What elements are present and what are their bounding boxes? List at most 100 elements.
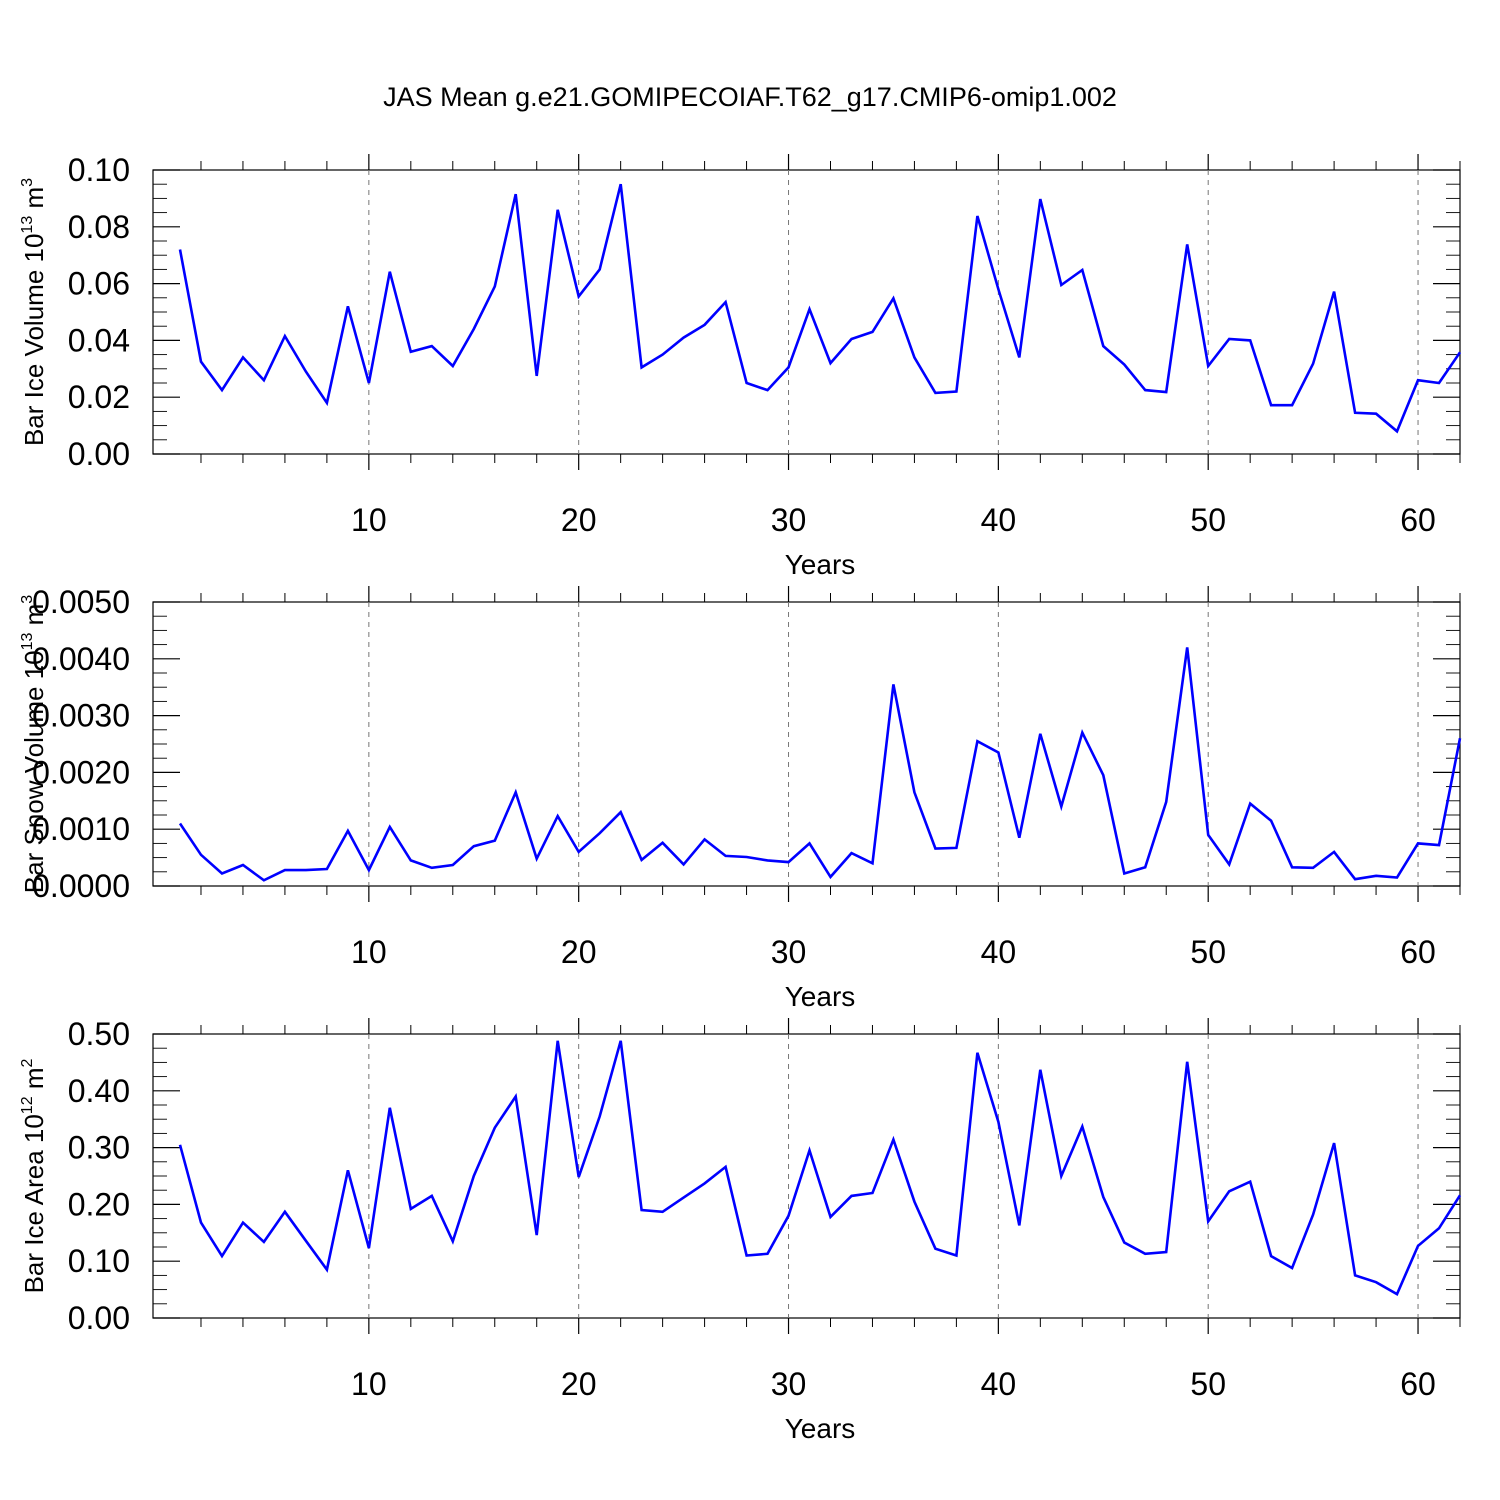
data-points — [178, 1039, 1462, 1296]
data-point — [1353, 1273, 1357, 1277]
data-point — [199, 853, 203, 857]
x-tick-label: 40 — [981, 1366, 1017, 1402]
y-axis-label-unit-exponent: 3 — [19, 595, 36, 604]
y-tick-label: 0.50 — [68, 1016, 130, 1052]
x-tick-label: 10 — [351, 502, 387, 538]
data-point — [828, 1215, 832, 1219]
data-point — [514, 1094, 518, 1098]
data-point — [1395, 875, 1399, 879]
series-line — [178, 1040, 1462, 1296]
data-point — [577, 1175, 581, 1179]
data-point — [745, 381, 749, 385]
data-point — [1374, 1280, 1378, 1284]
x-minor-ticks — [200, 593, 1461, 895]
data-point — [933, 1247, 937, 1251]
data-point — [891, 296, 895, 300]
data-point — [220, 1254, 224, 1258]
data-point — [1311, 1213, 1315, 1217]
data-point — [1038, 197, 1042, 201]
data-point — [409, 1207, 413, 1211]
data-point — [1206, 1219, 1210, 1223]
data-point — [808, 307, 812, 311]
data-point — [724, 854, 728, 858]
data-point — [1017, 1223, 1021, 1227]
data-point — [1185, 1060, 1189, 1064]
data-point — [954, 390, 958, 394]
x-grid — [368, 154, 1419, 470]
data-point — [1143, 865, 1147, 869]
data-point — [891, 1138, 895, 1142]
data-point — [430, 344, 434, 348]
x-tick-labels: 10 20 30 40 50 60 — [351, 934, 1436, 970]
data-point — [933, 391, 937, 395]
data-point — [912, 790, 916, 794]
y-tick-labels: 0.00 0.10 0.20 0.30 0.40 0.50 — [68, 1016, 130, 1336]
data-point — [514, 192, 518, 196]
data-point — [472, 327, 476, 331]
data-point — [828, 361, 832, 365]
data-point — [1416, 1244, 1420, 1248]
data-point — [996, 1120, 1000, 1124]
y-ticks — [153, 169, 1460, 455]
data-point — [430, 866, 434, 870]
y-tick-labels: 0.0000 0.0010 0.0020 0.0030 0.0040 0.0050 — [32, 584, 130, 904]
data-point — [703, 837, 707, 841]
y-tick-labels: 0.00 0.02 0.04 0.06 0.08 0.10 — [68, 152, 130, 472]
data-point — [766, 388, 770, 392]
y-axis-label-text: Bar Ice Volume 10 — [19, 234, 49, 446]
data-point — [178, 822, 182, 826]
y-tick-label: 0.10 — [68, 1243, 130, 1279]
panel-3: 10 20 30 40 50 60 0.00 0.10 0.20 0.30 0.40 0.50 Bar … — [19, 1016, 1462, 1444]
data-point — [1017, 355, 1021, 359]
data-point — [1143, 1252, 1147, 1256]
y-axis-label-unit-exponent: 3 — [19, 178, 36, 187]
data-point — [1290, 403, 1294, 407]
y-tick-label: 0.02 — [68, 379, 130, 415]
data-point — [1080, 731, 1084, 735]
figure-title: JAS Mean g.e21.GOMIPECOIAF.T62_g17.CMIP6… — [383, 82, 1117, 112]
data-point — [1059, 283, 1063, 287]
data-point — [283, 334, 287, 338]
data-point — [577, 294, 581, 298]
data-point — [598, 267, 602, 271]
data-point — [1101, 1195, 1105, 1199]
data-point — [1017, 836, 1021, 840]
x-tick-label: 30 — [771, 1366, 807, 1402]
data-point — [367, 868, 371, 872]
data-point — [1269, 819, 1273, 823]
y-axis-label-exponent: 13 — [19, 216, 36, 234]
data-point — [661, 841, 665, 845]
x-tick-label: 30 — [771, 502, 807, 538]
y-tick-label: 0.04 — [68, 322, 130, 358]
data-point — [451, 364, 455, 368]
data-point — [682, 1196, 686, 1200]
data-point — [1185, 645, 1189, 649]
data-point — [870, 1191, 874, 1195]
data-point — [199, 1221, 203, 1225]
data-point — [1374, 874, 1378, 878]
data-point — [828, 875, 832, 879]
data-point — [367, 381, 371, 385]
data-point — [787, 1214, 791, 1218]
x-tick-label: 10 — [351, 1366, 387, 1402]
y-axis-label: Bar Snow Volume 1013 m3 — [19, 595, 49, 894]
data-point — [556, 1039, 560, 1043]
data-point — [367, 1246, 371, 1250]
y-axis-label-exponent: 12 — [19, 1096, 36, 1114]
x-tick-labels: 10 20 30 40 50 60 — [351, 502, 1436, 538]
data-point — [619, 1039, 623, 1043]
data-points — [178, 182, 1462, 433]
data-point — [1038, 1068, 1042, 1072]
data-point — [975, 739, 979, 743]
data-point — [1059, 1174, 1063, 1178]
data-point — [870, 330, 874, 334]
data-point — [1332, 290, 1336, 294]
data-point — [640, 365, 644, 369]
data-point — [514, 790, 518, 794]
data-point — [577, 850, 581, 854]
panel-2: 10 20 30 40 50 60 0.00000.00100.00200.00300.00… — [19, 584, 1462, 1012]
data-point — [1248, 802, 1252, 806]
y-tick-label: 0.06 — [68, 266, 130, 302]
data-point — [325, 401, 329, 405]
data-point — [346, 1168, 350, 1172]
